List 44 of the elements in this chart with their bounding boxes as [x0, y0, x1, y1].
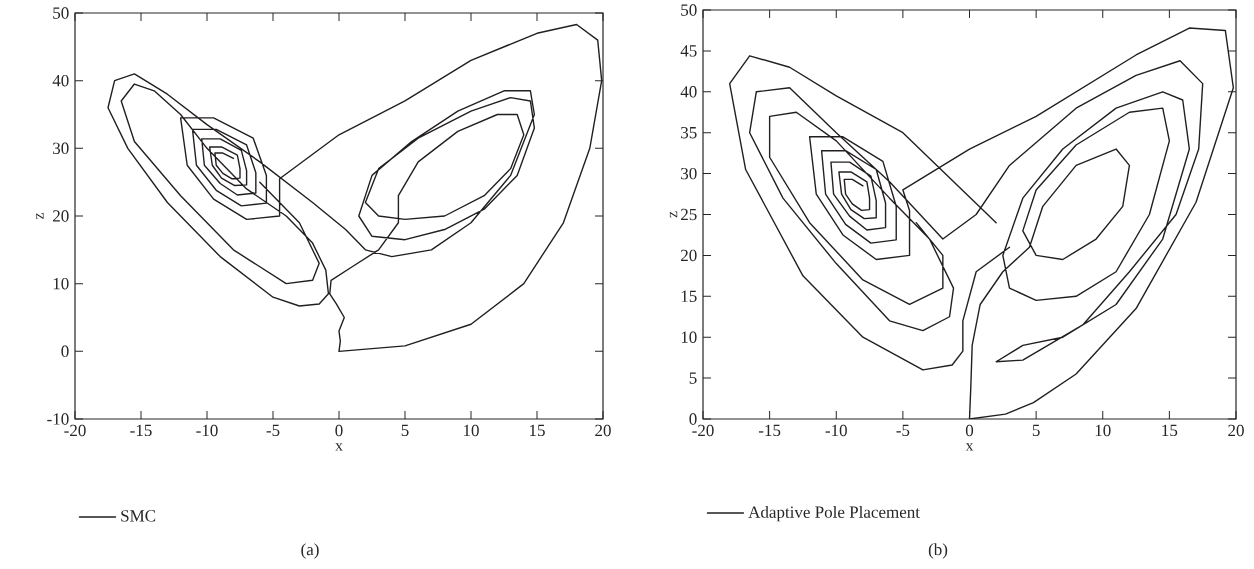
y-tick-label: 20: [53, 210, 69, 222]
x-tick-label: -15: [130, 424, 152, 437]
x-axis-title: x: [335, 443, 343, 451]
y-tick-label: 45: [680, 45, 697, 57]
y-tick-label: 20: [681, 249, 697, 262]
y-tick-label: 10: [53, 277, 69, 290]
x-tick-label: -15: [758, 424, 781, 437]
y-tick-label: -10: [47, 413, 69, 425]
y-tick-label: 40: [680, 86, 697, 98]
legend-label: Adaptive Pole Placement: [748, 505, 920, 522]
y-axis-title: z: [36, 212, 44, 220]
x-tick-label: 15: [1162, 424, 1178, 437]
y-tick-label: 40: [52, 74, 69, 87]
text: (a): [301, 543, 319, 559]
x-tick-label: -5: [896, 424, 910, 437]
x-tick-label: -10: [825, 424, 847, 437]
y-tick-label: 35: [681, 126, 697, 139]
x-tick-label: 10: [1095, 424, 1111, 437]
y-tick-label: 10: [681, 331, 697, 343]
x-tick-label: 20: [1228, 424, 1244, 437]
x-tick-label: 10: [464, 424, 479, 437]
y-tick-label: 50: [681, 4, 697, 16]
y-tick-label: 15: [681, 290, 697, 302]
x-tick-label: -20: [692, 424, 714, 437]
x-tick-label: 5: [401, 424, 409, 437]
x-axis-title: x: [965, 443, 974, 451]
y-tick-label: 0: [689, 413, 697, 425]
x-tick-label: 15: [530, 424, 545, 437]
y-tick-label: 5: [689, 372, 697, 384]
y-tick-label: 30: [681, 167, 697, 180]
x-tick-label: 20: [595, 424, 611, 437]
x-tick-label: -20: [64, 424, 86, 437]
y-tick-label: 0: [61, 345, 69, 358]
x-tick-label: 0: [965, 424, 974, 437]
x-tick-label: -10: [196, 424, 218, 437]
y-tick-label: 30: [53, 142, 69, 155]
x-tick-label: -5: [266, 424, 280, 437]
y-tick-label: 25: [681, 208, 697, 221]
legend-label: SMC: [121, 510, 156, 522]
text: (b): [928, 543, 948, 559]
x-tick-label: 5: [1032, 424, 1040, 437]
x-tick-label: 0: [335, 424, 343, 437]
y-tick-label: 50: [53, 7, 69, 19]
y-axis-title: z: [669, 211, 678, 218]
